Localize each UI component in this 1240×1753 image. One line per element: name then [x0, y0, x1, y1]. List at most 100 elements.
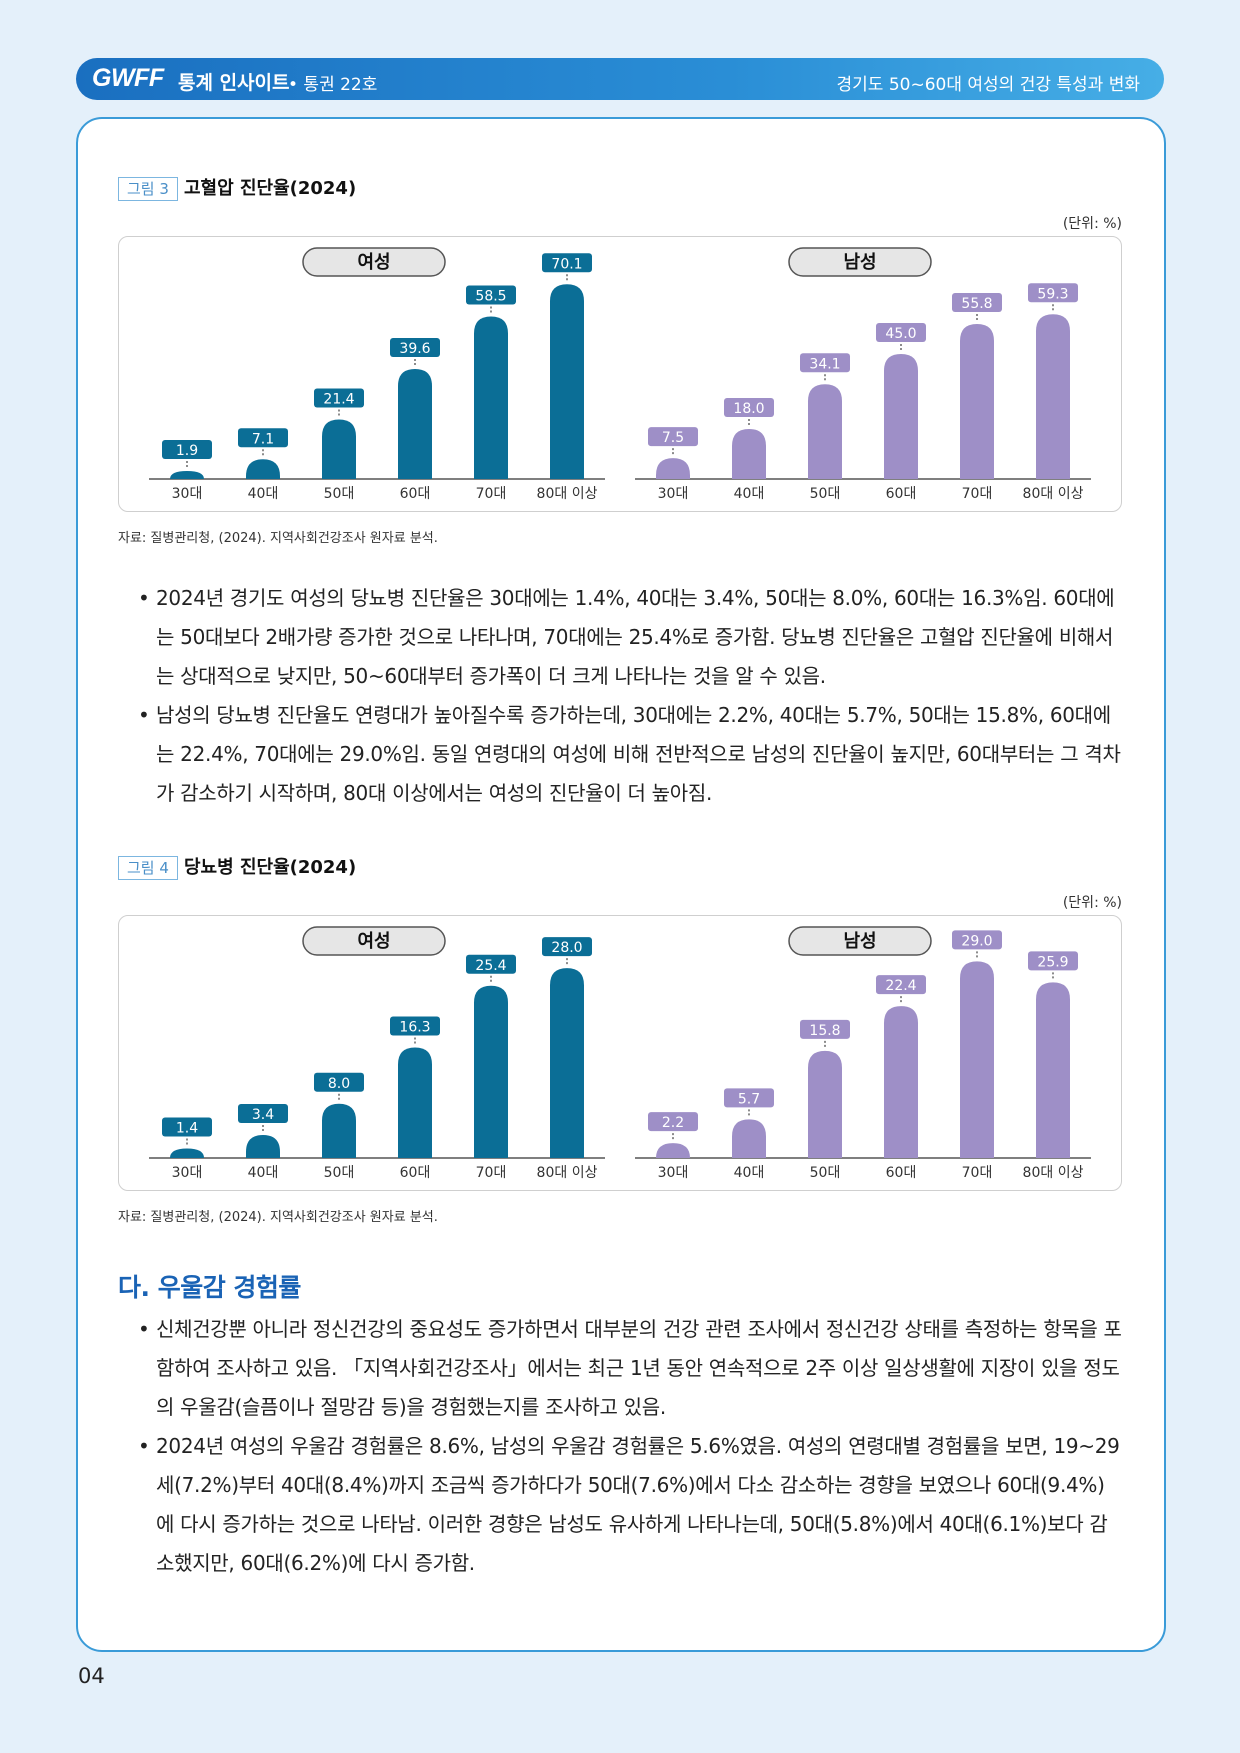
bar [170, 1148, 204, 1158]
value-label: 2.2 [662, 1115, 684, 1131]
figure-4-chart: 여성 1.4 30대 3.4 40대 8.0 50대 16.3 60대 25.4 70대 28.0 80… [118, 915, 1122, 1191]
category-label: 50대 [324, 486, 355, 502]
category-label: 60대 [886, 1165, 917, 1181]
value-label-bg [648, 427, 698, 447]
value-label-bg [238, 428, 288, 448]
value-label-bg [238, 1103, 288, 1123]
value-label: 7.1 [252, 431, 274, 447]
value-label: 29.0 [961, 933, 992, 949]
bar [550, 968, 584, 1158]
group-title-pill [302, 247, 446, 277]
bar [398, 369, 432, 479]
value-label: 55.8 [961, 296, 992, 312]
category-label: 30대 [658, 486, 689, 502]
value-label-bg [162, 440, 212, 459]
category-label: 40대 [734, 486, 765, 502]
category-label: 30대 [658, 1165, 689, 1181]
paragraphs-block-2: 신체건강뿐 아니라 정신건강의 중요성도 증가하면서 대부분의 건강 관련 조사… [136, 1310, 1122, 1583]
value-label: 25.9 [1037, 954, 1068, 970]
value-label: 5.7 [738, 1091, 760, 1107]
category-label: 50대 [810, 486, 841, 502]
value-label-bg [1028, 951, 1078, 971]
bar [322, 1103, 356, 1158]
paragraphs-block-1: 2024년 경기도 여성의 당뇨병 진단율은 30대에는 1.4%, 40대는 … [136, 579, 1122, 813]
value-label-bg [800, 353, 850, 373]
value-label-bg [952, 930, 1002, 950]
group-title-pill [788, 926, 932, 956]
category-label: 40대 [248, 486, 279, 502]
bullet-paragraph: 2024년 경기도 여성의 당뇨병 진단율은 30대에는 1.4%, 40대는 … [136, 579, 1122, 696]
group-title: 여성 [357, 931, 390, 952]
bar [960, 324, 994, 479]
topic-title: 경기도 50~60대 여성의 건강 특성과 변화 [836, 75, 1141, 95]
value-label: 45.0 [885, 326, 916, 342]
value-label-bg [952, 293, 1002, 312]
chart-group-female: 여성 1.4 30대 3.4 40대 8.0 50대 16.3 60대 25.4 70대 28.0 80… [149, 926, 605, 1181]
value-label: 58.5 [475, 289, 506, 305]
chart-svg: 여성 1.9 30대 7.1 40대 21.4 50대 39.6 60대 58.5 70대 70.1 8… [149, 247, 1091, 502]
category-label: 80대 이상 [1023, 1165, 1084, 1181]
value-label: 18.0 [733, 401, 764, 417]
bar [474, 985, 508, 1158]
chart-group-male: 남성 7.5 30대 18.0 40대 34.1 50대 45.0 60대 55.8 70대 59.3… [635, 247, 1091, 502]
value-label-bg [542, 937, 592, 957]
figure-3-chart: 여성 1.9 30대 7.1 40대 21.4 50대 39.6 60대 58.5 70대 70.1 8… [118, 236, 1122, 512]
group-title-pill [788, 247, 932, 277]
bullet-paragraph: 2024년 여성의 우울감 경험률은 8.6%, 남성의 우울감 경험률은 5.… [136, 1427, 1122, 1583]
source-note: 자료: 질병관리청, (2024). 지역사회건강조사 원자료 분석. [118, 1210, 438, 1225]
category-label: 80대 이상 [537, 1165, 598, 1181]
category-label: 50대 [324, 1165, 355, 1181]
bar [550, 284, 584, 479]
page-header: GWFF 통계 인사이트 • 통권 22호 경기도 50~60대 여성의 건강 … [76, 58, 1164, 100]
value-label-bg [390, 338, 440, 357]
value-label: 8.0 [328, 1076, 350, 1092]
section-title: 다. 우울감 경험률 [118, 1273, 301, 1302]
value-label-bg [876, 975, 926, 995]
value-label: 25.4 [475, 958, 506, 974]
value-label: 22.4 [885, 978, 916, 994]
value-label-bg [724, 398, 774, 417]
value-label: 7.5 [662, 430, 684, 446]
bar [474, 316, 508, 479]
figure-tag: 그림 3 [118, 177, 178, 201]
bar [808, 384, 842, 479]
value-label: 39.6 [399, 341, 430, 357]
bar [656, 1143, 690, 1158]
unit-label: (단위: %) [1062, 216, 1122, 232]
bullet-paragraph: 신체건강뿐 아니라 정신건강의 중요성도 증가하면서 대부분의 건강 관련 조사… [136, 1310, 1122, 1427]
bar [732, 429, 766, 479]
category-label: 50대 [810, 1165, 841, 1181]
value-label: 21.4 [323, 392, 354, 408]
bar [656, 458, 690, 479]
source-note: 자료: 질병관리청, (2024). 지역사회건강조사 원자료 분석. [118, 531, 438, 546]
bar [246, 1134, 280, 1158]
category-label: 40대 [248, 1165, 279, 1181]
bar [246, 459, 280, 479]
bar [1036, 982, 1070, 1158]
value-label-bg [542, 253, 592, 273]
category-label: 60대 [400, 1165, 431, 1181]
value-label-bg [162, 1117, 212, 1137]
chart-group-male: 남성 2.2 30대 5.7 40대 15.8 50대 22.4 60대 29.0 70대 25.9 8… [635, 926, 1091, 1181]
value-label-bg [724, 1088, 774, 1108]
group-title: 여성 [357, 252, 390, 273]
figure-name: 고혈압 진단율(2024) [184, 178, 357, 199]
figure-tag: 그림 4 [118, 856, 178, 880]
value-label: 70.1 [551, 256, 582, 272]
category-label: 70대 [962, 486, 993, 502]
value-label: 3.4 [252, 1107, 274, 1123]
bar [1036, 314, 1070, 479]
value-label-bg [466, 954, 516, 974]
group-title-pill [302, 926, 446, 956]
value-label: 34.1 [809, 356, 840, 372]
bar [960, 961, 994, 1158]
value-label-bg [466, 285, 516, 305]
value-label: 15.8 [809, 1023, 840, 1039]
value-label: 59.3 [1037, 286, 1068, 302]
bar [322, 419, 356, 479]
group-title: 남성 [843, 252, 876, 273]
issue-number: • 통권 22호 [288, 75, 378, 95]
figure-name: 당뇨병 진단율(2024) [184, 857, 357, 878]
value-label: 1.9 [176, 443, 198, 459]
category-label: 80대 이상 [537, 486, 598, 502]
